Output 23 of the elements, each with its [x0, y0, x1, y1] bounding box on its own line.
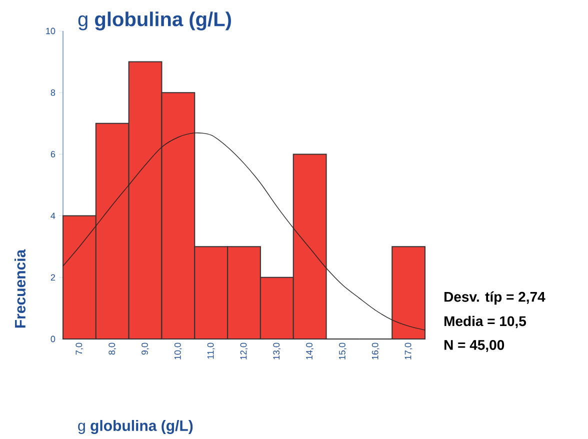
- y-tick-label: 0: [50, 336, 56, 342]
- y-tick-label: 6: [50, 151, 56, 158]
- x-tick-label: 8,0: [108, 342, 116, 355]
- y-tick-label: 2: [50, 274, 56, 281]
- y-tick-label: 10: [46, 28, 56, 34]
- x-tick-label: 13,0: [273, 342, 281, 360]
- chart-title: g globulina (g/L): [78, 12, 231, 30]
- x-tick-label: 16,0: [372, 342, 380, 360]
- text: Desv. típ = 2,74: [444, 291, 546, 305]
- x-tick-label: 7,0: [76, 342, 84, 355]
- x-tick-label: 10,0: [174, 342, 182, 360]
- y-tick-label: 8: [50, 89, 56, 96]
- x-axis-title: g globulina (g/L): [78, 420, 193, 434]
- y-axis-title: Frecuencia: [14, 249, 26, 328]
- x-tick-label: 12,0: [240, 342, 248, 360]
- x-tick-label: 9,0: [142, 342, 149, 355]
- x-tick-label: 11,0: [207, 342, 215, 359]
- text: Media = 10,5: [444, 316, 526, 328]
- y-tick-label: 4: [50, 212, 56, 219]
- x-tick-label: 17,0: [404, 342, 412, 360]
- text: N = 45,00: [444, 340, 504, 352]
- x-tick-label: 15,0: [339, 342, 346, 360]
- x-tick-label: 14,0: [306, 342, 314, 360]
